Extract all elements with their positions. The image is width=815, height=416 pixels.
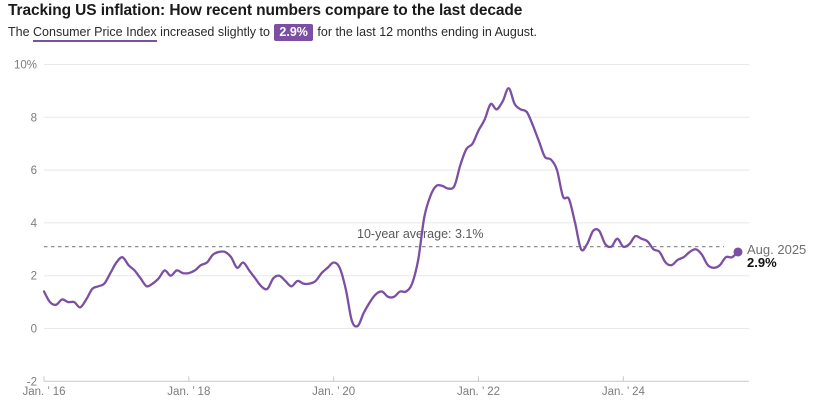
page-title: Tracking US inflation: How recent number… [8, 2, 523, 19]
x-axis-label: Jan. ’ 24 [602, 386, 646, 398]
y-axis-label: 0 [31, 324, 37, 336]
x-axis-label: Jan. ’ 20 [312, 386, 355, 398]
y-axis-label: 4 [31, 218, 38, 230]
y-axis-label: 8 [31, 112, 37, 124]
y-axis-label: -2 [27, 376, 37, 388]
x-axis-label: Jan. ’ 18 [167, 386, 210, 398]
y-axis-label: 6 [31, 165, 37, 177]
subtitle-prefix: The [8, 25, 34, 39]
y-axis-label: 2 [31, 271, 37, 283]
subtitle-mid: increased slightly to [156, 25, 274, 39]
end-point-value-label: 2.9% [747, 255, 777, 270]
average-annotation: 10-year average: 3.1% [357, 227, 483, 241]
cpi-link[interactable]: Consumer Price Index [33, 25, 157, 42]
subtitle-suffix: for the last 12 months ending in August. [313, 25, 537, 39]
end-point-dot [733, 247, 743, 257]
end-point-date-label: Aug. 2025 [747, 242, 806, 257]
cpi-value-badge: 2.9% [274, 24, 313, 41]
x-axis-label: Jan. ’ 22 [457, 386, 500, 398]
y-axis-label: 10% [14, 60, 37, 72]
x-axis-label: Jan. ’ 16 [22, 386, 65, 398]
inflation-line [42, 87, 740, 328]
chart-subtitle: The Consumer Price Index increased sligh… [8, 24, 537, 42]
